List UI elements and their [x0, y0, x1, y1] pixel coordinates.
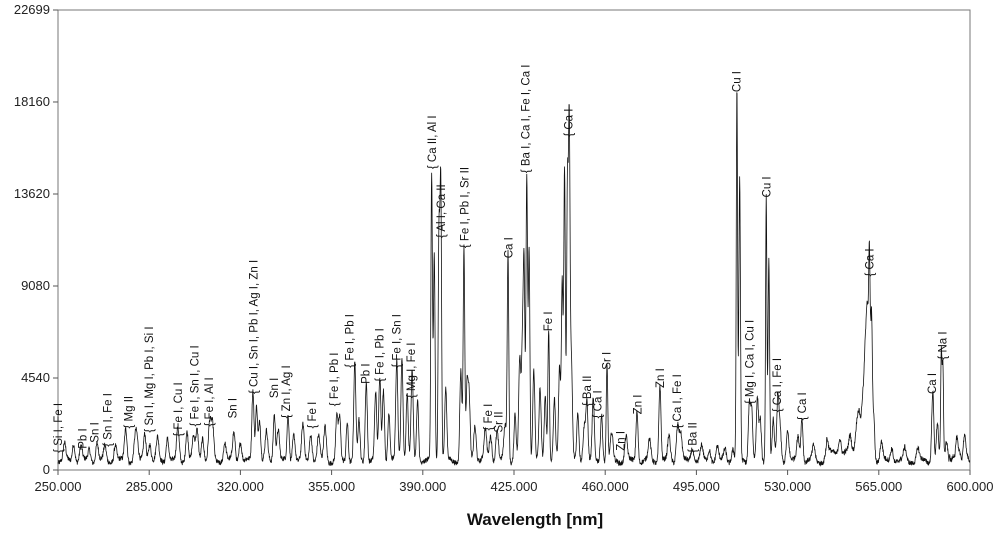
peak-annotation: { Cu I, Sn I, Pb I, Ag I, Zn I: [248, 260, 260, 394]
peak-annotation: { Fe I, Sn I, Cu I: [190, 345, 202, 426]
peak-annotation: { Fe I: [483, 404, 495, 431]
peak-annotation: { Fe I, Pb I, Sr II: [459, 167, 471, 248]
peak-annotation: Pb I: [78, 428, 90, 448]
peak-annotation: { Fe I, Al I: [204, 377, 216, 426]
x-tick-label: 425.000: [491, 479, 538, 494]
y-tick-label: 13620: [14, 186, 50, 201]
y-tick-label: 9080: [21, 278, 50, 293]
x-tick-label: 390.000: [399, 479, 446, 494]
peak-annotation: { Fe I, Pb I: [345, 314, 357, 368]
peak-annotation: Sn I: [89, 422, 101, 442]
peak-annotation: { Mg II: [123, 396, 135, 429]
peak-annotation: Sr I: [601, 352, 613, 370]
x-axis: 250.000 285.000 320.000 355.000 390.000 425.0…: [35, 470, 994, 494]
peak-annotation: { Mg I, Ca I, Cu I: [745, 320, 757, 404]
peak-annotation: { Mg I, Fe I: [406, 342, 418, 398]
peak-annotation: { Ba II: [687, 422, 699, 453]
x-tick-label: 285.000: [126, 479, 173, 494]
peak-annotation: { Ca I: [564, 109, 576, 137]
peak-annotation: Ca I: [504, 237, 516, 258]
peak-annotation: { Ba II: [582, 376, 594, 407]
x-tick-label: 250.000: [35, 479, 82, 494]
peak-annotation: Sn I: [269, 378, 281, 398]
peak-annotation: { Sn I, Mg I, Pb I, Si I: [144, 326, 156, 432]
peak-annotation: { Ca I, Fe I: [772, 358, 784, 412]
series-group: [57, 92, 971, 467]
peak-annotation: { Fe I, Cu I: [173, 382, 185, 436]
peak-annotation: Fe I: [543, 311, 555, 331]
peak-annotation: { Al I, Ca II: [436, 184, 448, 238]
peak-annotation: { Si I, Fe I: [53, 403, 65, 453]
peak-annotation: { Zn I, Ag I: [281, 365, 293, 418]
peak-annotation: Ca I: [927, 373, 939, 394]
peak-annotation: { Ca I: [865, 248, 877, 276]
peak-annotation: Cu I: [762, 176, 774, 197]
peak-annotation: { Fe I, Sn I: [392, 314, 404, 368]
y-tick-label: 0: [43, 462, 50, 477]
peak-annotation: Zn I: [633, 394, 645, 414]
y-tick-label: 4540: [21, 370, 50, 385]
y-tick-label: 22699: [14, 2, 50, 17]
x-tick-label: 460.000: [582, 479, 629, 494]
peak-annotation: Zn I: [616, 431, 628, 451]
annotation-group: { Si I, Fe I Pb I Sn I{ Sn I, Fe I{ Mg II{…: [53, 64, 950, 452]
peak-annotation: { Sn I, Fe I: [102, 393, 114, 447]
peak-annotation: Pb I: [360, 363, 372, 383]
y-tick-label: 18160: [14, 94, 50, 109]
peak-annotation: { Fe I: [307, 402, 319, 429]
x-tick-label: 320.000: [217, 479, 264, 494]
x-tick-label: 495.000: [673, 479, 720, 494]
peak-annotation: { Fe I, Pb I: [375, 328, 387, 382]
peak-annotation: { Na I: [938, 331, 950, 359]
peak-annotation: Sr II: [493, 411, 505, 432]
x-tick-label: 530.000: [764, 479, 811, 494]
peak-annotation: Cu I: [732, 71, 744, 92]
peak-annotation: { Ca II, Al I: [427, 115, 439, 169]
peak-annotation: Zn I: [655, 368, 667, 388]
peak-annotation: { Ca I, Fe I: [672, 374, 684, 428]
y-axis: 0 4540 9080 13620 18160 22699: [14, 2, 58, 477]
peak-annotation: { Fe I, Pb I: [329, 353, 341, 407]
x-tick-label: 355.000: [308, 479, 355, 494]
peak-annotation: Sn I: [227, 398, 239, 418]
x-tick-label: 565.000: [855, 479, 902, 494]
peak-annotation: { Ca I: [592, 390, 604, 418]
peak-annotation: { Ba I, Ca I, Fe I, Ca I: [521, 64, 533, 173]
peak-annotation: { Ca I: [797, 392, 809, 420]
x-axis-label: Wavelength [nm]: [467, 510, 603, 529]
spectrum-line: [57, 92, 971, 467]
x-tick-label: 600.000: [947, 479, 994, 494]
